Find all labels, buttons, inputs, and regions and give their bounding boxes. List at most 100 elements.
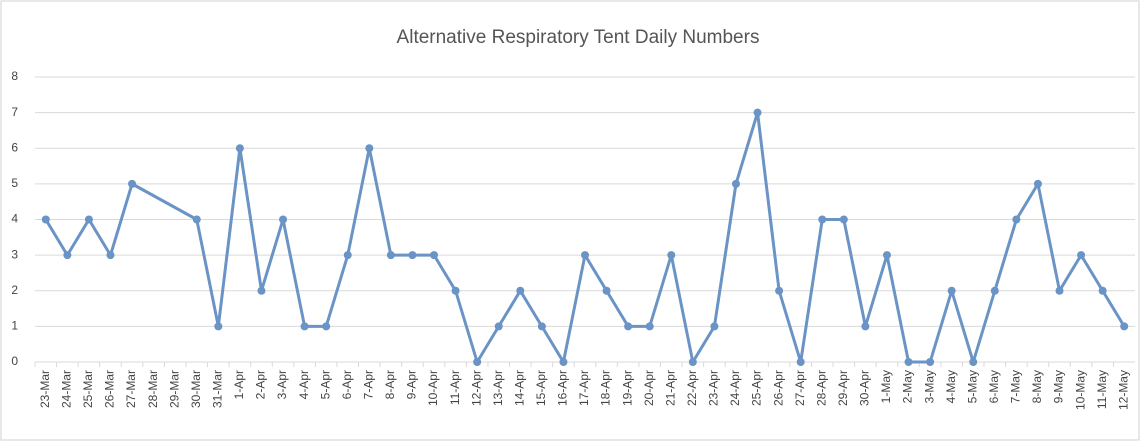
data-point bbox=[386, 251, 395, 260]
x-tick-label: 17-Apr bbox=[577, 370, 591, 406]
y-tick-label: 1 bbox=[11, 319, 18, 333]
x-tick-label: 5-May bbox=[965, 370, 979, 403]
x-tick-label: 11-Apr bbox=[448, 370, 462, 405]
y-tick-label: 3 bbox=[11, 247, 18, 261]
data-point bbox=[1098, 286, 1107, 295]
x-tick-label: 9-Apr bbox=[405, 370, 419, 399]
data-point bbox=[839, 215, 848, 224]
x-tick-label: 31-Mar bbox=[211, 370, 225, 408]
chart-title: Alternative Respiratory Tent Daily Numbe… bbox=[397, 27, 760, 48]
x-tick-label: 5-Apr bbox=[318, 370, 332, 399]
y-tick-label: 7 bbox=[11, 105, 18, 119]
y-tick-label: 5 bbox=[11, 176, 18, 190]
x-tick-label: 4-Apr bbox=[297, 370, 311, 399]
data-point bbox=[904, 358, 913, 366]
x-tick-label: 24-Mar bbox=[60, 370, 74, 408]
y-tick-label: 6 bbox=[11, 140, 18, 154]
data-point bbox=[41, 215, 50, 224]
data-point bbox=[300, 322, 309, 331]
data-point bbox=[1077, 251, 1086, 260]
data-point bbox=[106, 251, 115, 260]
data-point bbox=[214, 322, 223, 331]
x-tick-label: 26-Mar bbox=[103, 370, 117, 408]
data-point bbox=[279, 215, 288, 224]
x-tick-label: 23-Apr bbox=[707, 370, 721, 406]
x-tick-label: 4-May bbox=[944, 370, 958, 403]
x-tick-label: 28-Mar bbox=[146, 370, 160, 408]
x-tick-label: 6-May bbox=[987, 370, 1001, 403]
x-tick-label: 19-Apr bbox=[620, 370, 634, 406]
data-point bbox=[84, 215, 93, 224]
x-tick-label: 18-Apr bbox=[599, 370, 613, 406]
data-point bbox=[731, 179, 740, 188]
x-tick-label: 13-Apr bbox=[491, 370, 505, 406]
data-point bbox=[667, 251, 676, 260]
x-tick-label: 11-May bbox=[1095, 370, 1109, 409]
x-tick-label: 7-Apr bbox=[361, 370, 375, 399]
data-point bbox=[257, 286, 266, 295]
x-tick-label: 21-Apr bbox=[663, 370, 677, 406]
x-tick-label: 7-May bbox=[1009, 370, 1023, 403]
x-tick-label: 28-Apr bbox=[814, 370, 828, 406]
data-point bbox=[322, 322, 331, 331]
data-point bbox=[1033, 179, 1042, 188]
x-tick-label: 25-Apr bbox=[750, 370, 764, 406]
data-point bbox=[1055, 286, 1064, 295]
x-tick-label: 25-Mar bbox=[81, 370, 95, 408]
x-tick-label: 30-Mar bbox=[189, 370, 203, 408]
data-point bbox=[796, 358, 805, 366]
data-point bbox=[926, 358, 935, 366]
x-tick-label: 10-May bbox=[1073, 370, 1087, 410]
x-tick-label: 27-Mar bbox=[124, 370, 138, 408]
data-point bbox=[343, 251, 352, 260]
x-tick-label: 12-Apr bbox=[469, 370, 483, 406]
data-point bbox=[882, 251, 891, 260]
x-tick-label: 8-Apr bbox=[383, 370, 397, 399]
x-tick-label: 6-Apr bbox=[340, 370, 354, 399]
x-tick-label: 30-Apr bbox=[858, 370, 872, 406]
x-tick-label: 2-Apr bbox=[254, 370, 268, 399]
data-point bbox=[775, 286, 784, 295]
data-point bbox=[861, 322, 870, 331]
data-point bbox=[473, 358, 482, 366]
data-point bbox=[581, 251, 589, 260]
y-tick-label: 8 bbox=[11, 69, 18, 83]
data-point bbox=[430, 251, 439, 260]
y-tick-label: 0 bbox=[11, 354, 18, 368]
x-tick-label: 23-Mar bbox=[38, 370, 52, 408]
data-point bbox=[235, 144, 244, 153]
data-point bbox=[990, 286, 999, 295]
x-tick-label: 8-May bbox=[1030, 370, 1044, 403]
x-tick-label: 20-Apr bbox=[642, 370, 656, 406]
x-tick-label: 26-Apr bbox=[771, 370, 785, 406]
x-tick-label: 14-Apr bbox=[512, 370, 526, 406]
x-tick-label: 9-May bbox=[1052, 370, 1066, 403]
x-tick-label: 1-Apr bbox=[232, 370, 246, 399]
data-point bbox=[969, 358, 978, 366]
data-point bbox=[192, 215, 201, 224]
x-tick-label: 16-Apr bbox=[556, 370, 570, 406]
x-tick-label: 29-Apr bbox=[836, 370, 850, 406]
data-point bbox=[710, 322, 719, 331]
data-point bbox=[624, 322, 633, 331]
x-tick-label: 10-Apr bbox=[426, 370, 440, 406]
data-point bbox=[1012, 215, 1021, 224]
data-point bbox=[537, 322, 546, 331]
data-point bbox=[688, 358, 697, 366]
data-point bbox=[947, 286, 956, 295]
data-point bbox=[1120, 322, 1129, 331]
y-tick-label: 2 bbox=[11, 283, 18, 297]
y-tick-label: 4 bbox=[11, 212, 18, 226]
data-point bbox=[494, 322, 503, 331]
x-tick-label: 3-Apr bbox=[275, 370, 289, 399]
data-point bbox=[365, 144, 374, 153]
x-tick-label: 29-Mar bbox=[167, 370, 181, 408]
data-point bbox=[128, 179, 137, 188]
data-point bbox=[645, 322, 654, 331]
x-tick-label: 2-May bbox=[901, 370, 915, 403]
data-point bbox=[516, 286, 525, 295]
x-tick-label: 3-May bbox=[922, 370, 936, 403]
data-point bbox=[602, 286, 611, 295]
